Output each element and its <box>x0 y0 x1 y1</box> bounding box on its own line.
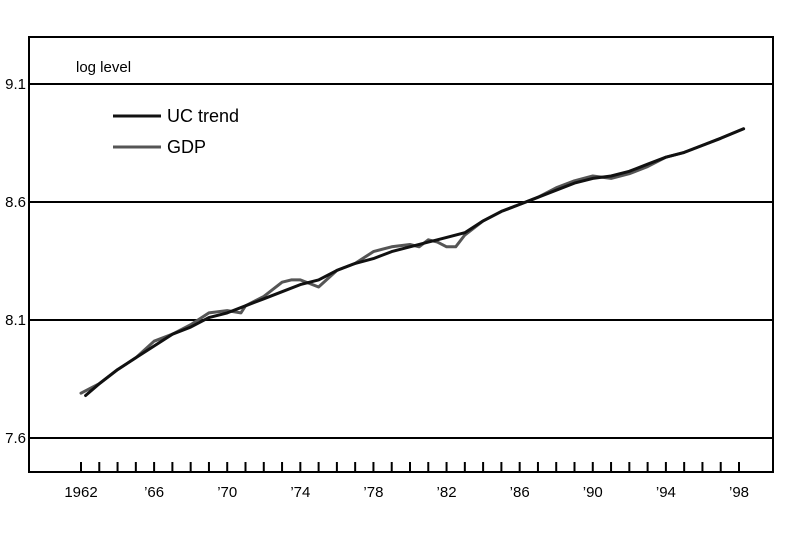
legend: UC trend GDP <box>113 106 239 157</box>
x-tick-label: ’90 <box>583 484 603 501</box>
x-tick-label: ’66 <box>144 484 164 501</box>
gridlines <box>30 83 772 439</box>
plot-frame <box>28 36 774 473</box>
x-axis-ticks <box>80 462 740 471</box>
y-tick-label: 9.1 <box>5 76 26 93</box>
y-tick-labels: 9.1 8.6 8.1 7.6 <box>5 76 26 447</box>
x-tick-label: ’70 <box>217 484 237 501</box>
x-tick-label: ’86 <box>510 484 530 501</box>
x-tick-label: ’74 <box>290 484 310 501</box>
x-tick-label: 1962 <box>64 484 97 501</box>
x-tick-label: ’82 <box>437 484 457 501</box>
x-tick-label: ’78 <box>363 484 383 501</box>
y-tick-label: 8.1 <box>5 312 26 329</box>
y-axis-label: log level <box>76 59 131 76</box>
legend-label: GDP <box>167 137 206 157</box>
series-line-gdp <box>79 127 746 395</box>
series-lines <box>79 127 746 397</box>
y-tick-label: 8.6 <box>5 194 26 211</box>
series-line-uc-trend <box>84 127 746 397</box>
x-tick-label: ’94 <box>656 484 676 501</box>
x-tick-labels: 1962 ’66 ’70 ’74 ’78 ’82 ’86 ’90 ’94 ’98 <box>64 484 749 501</box>
y-tick-label: 7.6 <box>5 430 26 447</box>
legend-label: UC trend <box>167 106 239 126</box>
x-tick-label: ’98 <box>729 484 749 501</box>
